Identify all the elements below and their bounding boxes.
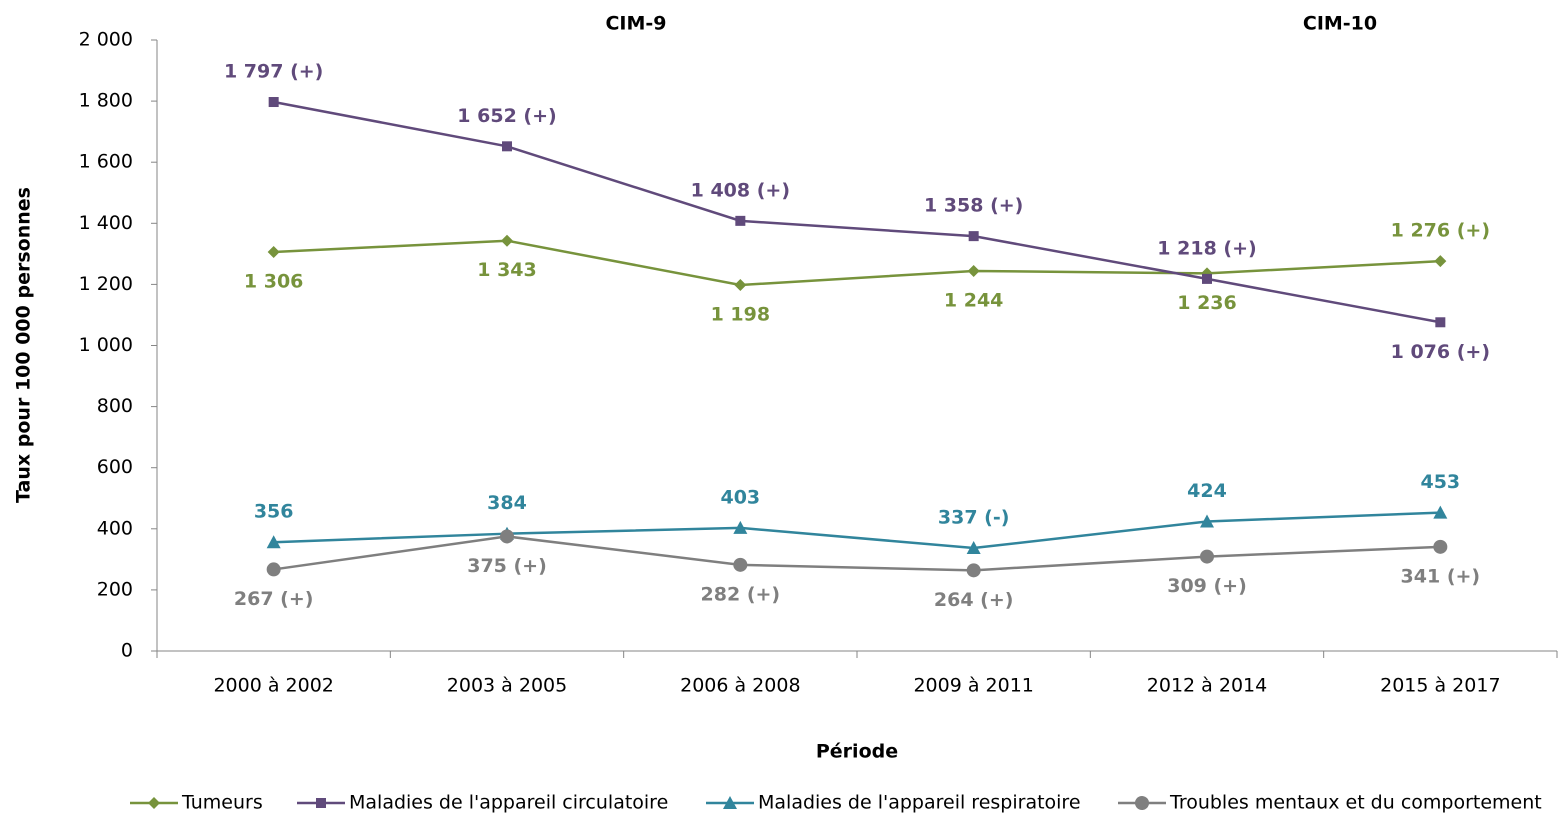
data-label: 453	[1420, 471, 1460, 493]
point	[1433, 539, 1448, 554]
data-label: 1 358 (+)	[924, 195, 1023, 217]
data-label: 267 (+)	[234, 588, 314, 610]
data-label: 337 (-)	[938, 507, 1010, 529]
point	[735, 215, 746, 226]
y-tick-label: 800	[97, 395, 133, 417]
data-label: 1 343	[477, 259, 537, 281]
y-tick-label: 1 000	[79, 334, 133, 356]
legend-marker	[316, 798, 326, 808]
legend-label: Maladies de l'appareil circulatoire	[349, 792, 668, 814]
legend-label: Tumeurs	[181, 792, 263, 814]
x-tick-label: 2015 à 2017	[1380, 675, 1500, 697]
data-label: 309 (+)	[1167, 575, 1247, 597]
y-tick-label: 0	[121, 640, 133, 662]
x-axis-title: Période	[816, 741, 898, 763]
data-label: 384	[487, 492, 527, 514]
point	[733, 520, 748, 534]
y-tick-label: 200	[97, 578, 133, 600]
point	[1202, 273, 1212, 284]
data-label: 341 (+)	[1401, 565, 1481, 587]
point	[266, 535, 281, 549]
y-tick-label: 2 000	[79, 29, 133, 51]
data-label: 375 (+)	[467, 555, 547, 577]
series-line	[273, 511, 1441, 550]
y-tick-label: 400	[97, 517, 133, 539]
point	[501, 234, 513, 247]
y-axis-title: Taux pour 100 000 personnes	[13, 187, 35, 503]
y-tick-label: 600	[97, 456, 133, 478]
data-label: 1 218 (+)	[1157, 237, 1256, 259]
point	[733, 557, 748, 572]
point	[967, 264, 980, 277]
point	[1200, 549, 1214, 564]
series-line	[273, 535, 1441, 572]
point	[266, 562, 281, 577]
data-label: 1 306	[244, 271, 304, 293]
annotation: CIM-10	[1303, 13, 1377, 35]
y-tick-label: 1 800	[79, 90, 133, 112]
data-label: 1 408 (+)	[691, 179, 790, 201]
point	[1434, 255, 1447, 268]
point	[966, 541, 981, 555]
y-tick-label: 1 200	[79, 273, 133, 295]
data-label: 1 276 (+)	[1391, 220, 1490, 242]
point	[1433, 505, 1448, 519]
x-tick-label: 2006 à 2008	[680, 675, 800, 697]
data-label: 424	[1187, 480, 1227, 502]
data-label: 356	[254, 501, 294, 523]
point	[968, 231, 979, 242]
y-tick-label: 1 400	[79, 212, 133, 234]
data-label: 1 244	[944, 289, 1004, 311]
legend-label: Troubles mentaux et du comportement	[1169, 792, 1542, 814]
legend-marker	[723, 796, 737, 809]
x-tick-label: 2012 à 2014	[1147, 675, 1267, 697]
data-label: 1 652 (+)	[457, 105, 556, 127]
data-label: 1 076 (+)	[1391, 341, 1490, 363]
x-tick-label: 2009 à 2011	[913, 675, 1033, 697]
series-line	[273, 100, 1441, 324]
point	[1435, 317, 1446, 328]
point	[502, 141, 512, 152]
y-tick-label: 1 600	[79, 151, 133, 173]
legend-label: Maladies de l'appareil respiratoire	[758, 792, 1081, 814]
data-label: 1 797 (+)	[224, 61, 323, 83]
data-label: 1 198	[711, 304, 771, 326]
x-tick-label: 2003 à 2005	[447, 675, 567, 697]
point	[1200, 514, 1214, 528]
data-label: 282 (+)	[701, 583, 781, 605]
point	[966, 563, 981, 578]
point	[268, 97, 279, 108]
legend-marker	[148, 797, 160, 809]
point	[267, 246, 280, 259]
data-label: 1 236	[1177, 292, 1237, 314]
point	[734, 279, 747, 292]
series-line	[273, 239, 1441, 287]
point	[500, 529, 514, 544]
data-label: 403	[720, 486, 760, 508]
x-tick-label: 2000 à 2002	[213, 675, 333, 697]
annotation: CIM-9	[605, 13, 666, 35]
legend-marker	[1135, 796, 1149, 810]
data-label: 264 (+)	[934, 589, 1014, 611]
